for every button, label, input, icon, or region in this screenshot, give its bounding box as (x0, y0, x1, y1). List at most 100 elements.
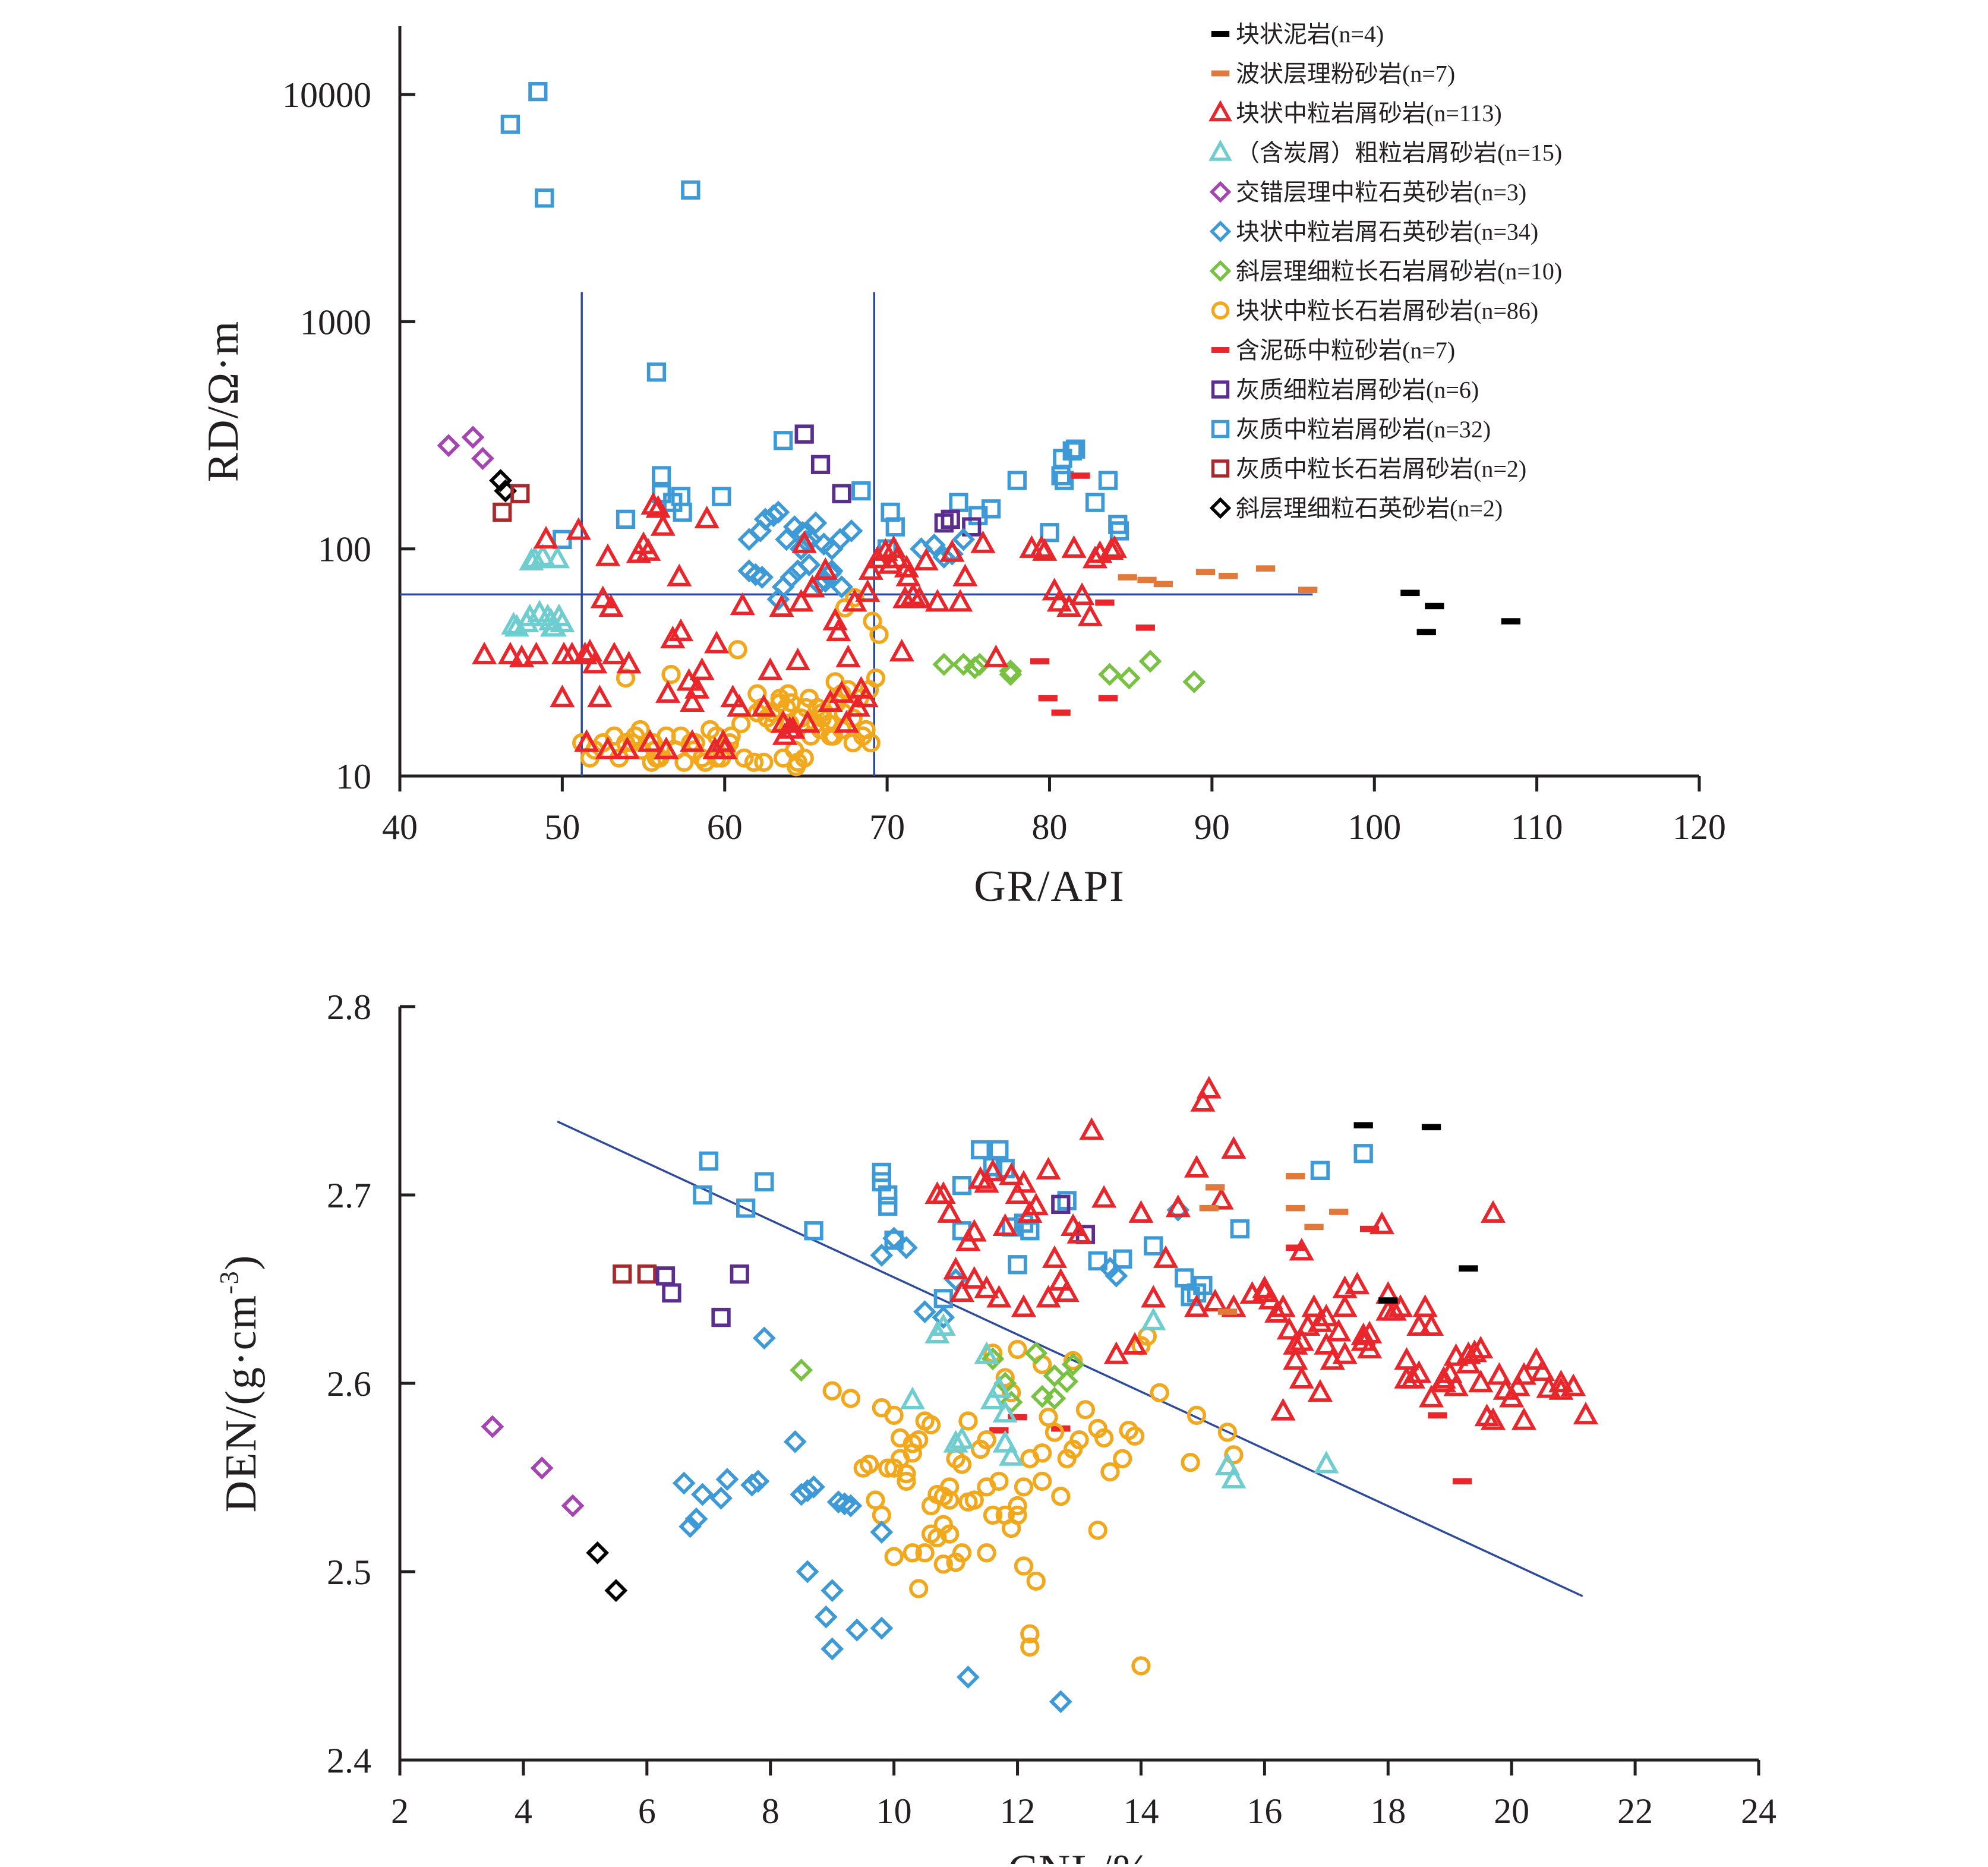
data-point (523, 641, 549, 664)
legend-entry: 块状中粒岩屑石英砂岩(n=34) (1209, 219, 1538, 245)
data-point (1425, 603, 1444, 610)
data-point (772, 722, 797, 745)
legend-marker (1211, 420, 1230, 439)
data-point (821, 1579, 844, 1603)
x-axis-title: GR/API (974, 862, 1125, 911)
data-point (1314, 1332, 1339, 1355)
data-point (472, 641, 497, 664)
data-point (791, 530, 817, 553)
data-point (1359, 1225, 1380, 1232)
data-point (924, 589, 950, 612)
data-point (1258, 1286, 1283, 1310)
data-point (895, 1236, 918, 1260)
data-point (903, 1543, 922, 1563)
data-point (932, 545, 956, 569)
data-point (955, 1228, 981, 1251)
legend: 块状泥岩(n=4) 波状层理粉砂岩(n=7) 块状中粒岩屑砂岩(n=113) （含炭屑… (1208, 21, 1562, 522)
data-point (672, 1471, 696, 1495)
series-s1 (1400, 589, 1521, 636)
y-axis-title: DEN/(g·cm-3) (214, 1254, 266, 1513)
data-point (1122, 1332, 1148, 1355)
data-point (956, 1666, 980, 1689)
data-point (1175, 1268, 1194, 1288)
x-tick-label: 16 (1247, 1792, 1282, 1831)
data-point (924, 1181, 950, 1204)
data-point (1105, 1264, 1128, 1288)
legend-label: 灰质中粒长石岩屑砂岩(n=2) (1236, 456, 1526, 482)
data-point (932, 652, 956, 676)
data-point (1137, 576, 1157, 584)
data-point (986, 1375, 1012, 1398)
data-point (1063, 1351, 1083, 1371)
x-tick-label: 2 (391, 1792, 409, 1831)
data-point (645, 495, 671, 518)
data-point (522, 545, 547, 569)
data-point (1286, 1173, 1305, 1180)
data-point (974, 1170, 999, 1193)
data-point (1206, 1184, 1225, 1191)
data-point (680, 729, 705, 752)
data-point (974, 1275, 999, 1298)
x-tick-label: 70 (869, 808, 905, 847)
data-point (1014, 1556, 1034, 1576)
series-s11 (500, 82, 1129, 559)
y-axis-title: RD/Ω·m (199, 320, 248, 482)
data-point (835, 598, 855, 618)
data-point (1069, 582, 1095, 605)
data-point (1043, 1386, 1066, 1410)
data-point (1214, 1452, 1241, 1475)
data-point (1523, 1346, 1549, 1370)
legend-label: 灰质细粒岩屑砂岩(n=6) (1236, 377, 1479, 403)
legend-marker (1208, 139, 1232, 161)
data-point (1098, 695, 1118, 702)
series-s6 (672, 1198, 1190, 1714)
data-point (1480, 1200, 1506, 1223)
data-point (932, 1305, 955, 1329)
data-point (785, 647, 810, 671)
y-tick-label: 10 (336, 757, 371, 796)
data-point (1345, 1272, 1370, 1295)
data-point (829, 680, 854, 703)
data-point (1100, 1462, 1120, 1482)
data-point (980, 1386, 1006, 1409)
data-point (598, 594, 624, 617)
data-point (1109, 521, 1129, 541)
x-tick-label: 20 (1494, 1792, 1529, 1831)
x-tick-label: 4 (515, 1792, 532, 1831)
data-point (1113, 1249, 1132, 1269)
data-point (1054, 471, 1074, 490)
data-point (1219, 572, 1238, 579)
data-point (840, 519, 863, 543)
data-point (711, 1307, 731, 1327)
data-point (1054, 1279, 1080, 1302)
data-point (690, 1483, 714, 1506)
data-point (680, 689, 705, 712)
legend-marker (1211, 70, 1230, 77)
data-point (1182, 670, 1206, 693)
data-point (1511, 1407, 1537, 1430)
data-point (1190, 1089, 1216, 1112)
data-point (500, 114, 520, 134)
data-point (1304, 1223, 1324, 1231)
data-point (754, 752, 774, 772)
data-point (1462, 1339, 1487, 1363)
x-tick-label: 10 (876, 1792, 912, 1831)
data-point (913, 547, 939, 571)
data-point (992, 1399, 1018, 1423)
data-point (655, 680, 681, 703)
series-s2 (1199, 1173, 1349, 1315)
legend-entry: 块状泥岩(n=4) (1211, 21, 1384, 48)
data-point (1066, 1221, 1092, 1244)
data-point (834, 709, 859, 733)
series-s10 (794, 424, 982, 537)
data-point (1141, 1285, 1166, 1308)
data-point (974, 1341, 999, 1364)
data-point (527, 600, 553, 623)
data-point (1051, 1194, 1071, 1214)
data-point (870, 1244, 894, 1267)
data-point (775, 528, 799, 551)
data-point (637, 1264, 657, 1284)
data-point (471, 447, 494, 470)
data-point (930, 1313, 956, 1336)
